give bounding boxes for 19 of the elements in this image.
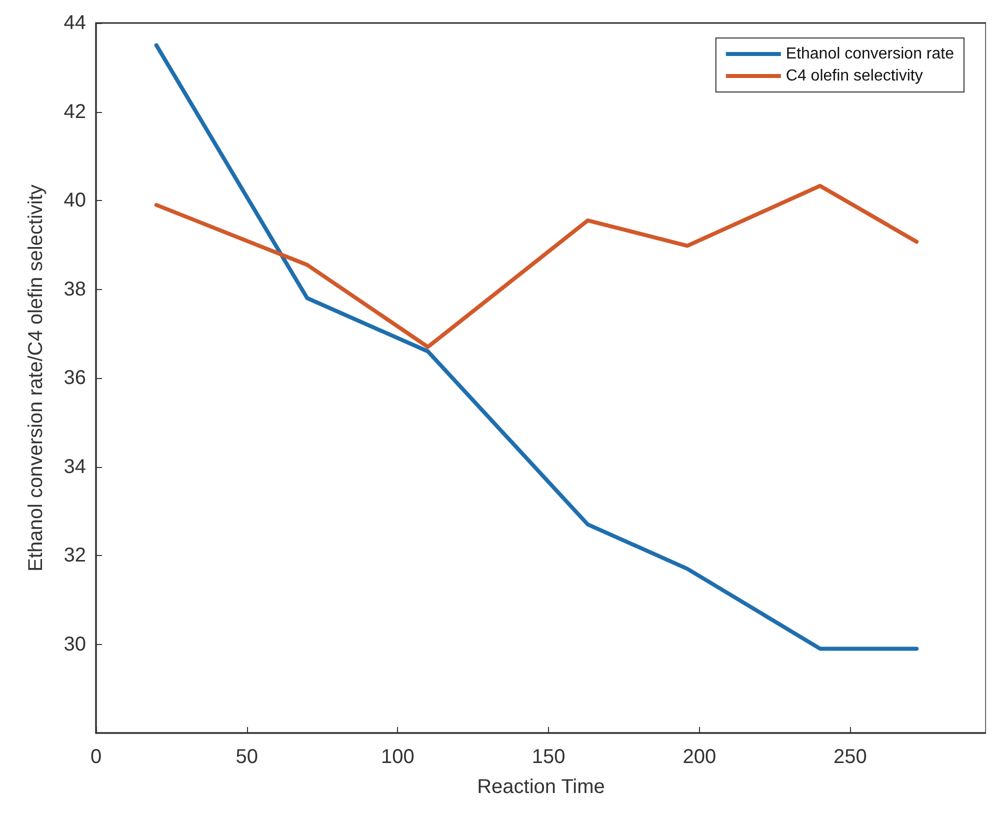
x-axis-title: Reaction Time (477, 776, 605, 798)
y-tick-label: 36 (64, 367, 86, 389)
legend-label: Ethanol conversion rate (786, 46, 954, 62)
x-tick-label: 50 (236, 746, 258, 768)
x-tick-label: 200 (682, 746, 716, 768)
y-tick-label: 42 (64, 100, 86, 123)
x-tick-label: 150 (532, 746, 566, 768)
line-series (154, 184, 919, 349)
y-tick-label: 40 (64, 190, 86, 212)
y-axis-title: Ethanol conversion rate/C4 olefin selectivity (25, 184, 47, 572)
x-tick-label: 100 (381, 746, 414, 768)
legend-label: C4 olefin selectivity (786, 68, 923, 84)
y-tick-label: 32 (64, 544, 86, 566)
x-tick-label: 0 (90, 746, 102, 768)
y-tick-label: 34 (64, 456, 86, 478)
x-tick-label: 250 (834, 746, 867, 768)
y-tick-label: 30 (64, 633, 86, 656)
y-tick-label: 38 (64, 278, 86, 300)
y-tick-label: 44 (64, 12, 86, 34)
